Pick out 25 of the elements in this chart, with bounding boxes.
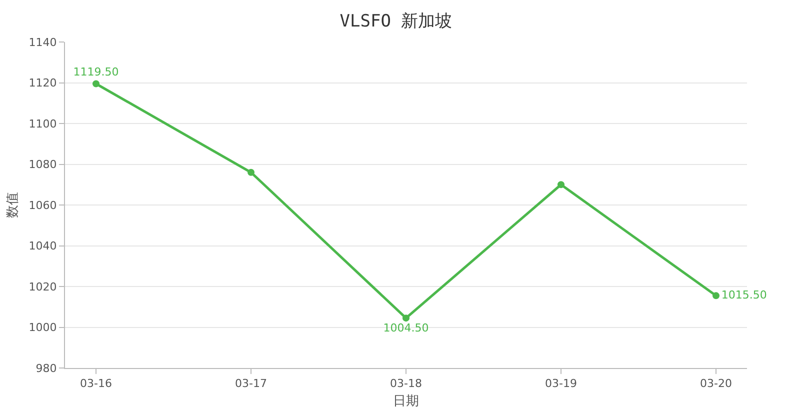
x-tick-label: 03-19 [545,377,577,390]
y-tick-label: 1080 [28,158,57,172]
chart-title: VLSFO 新加坡 [340,12,452,32]
data-label: 1119.50 [73,66,119,79]
y-tick-label: 1020 [28,280,57,294]
point [558,181,564,188]
point [712,292,720,300]
y-tick-label: 1040 [28,240,57,253]
y-tick-label: 1140 [28,36,57,49]
y-tick-label: 1000 [28,321,57,334]
y-tick-label: 1060 [28,198,57,212]
point [92,80,100,88]
y-tick-label: 980 [36,362,57,375]
y-axis-title: 数值 [6,192,21,218]
x-tick-label: 03-18 [390,377,422,390]
x-tick-label: 03-20 [700,377,732,390]
x-axis-title: 日期 [393,394,419,409]
x-tick-label: 03-17 [235,377,267,390]
point [248,168,254,176]
data-label: 1015.50 [721,288,767,302]
y-tick-label: 1100 [28,117,57,130]
point [402,314,410,322]
data-label: 1004.50 [383,322,429,335]
y-tick-label: 1120 [28,76,57,90]
x-tick-label: 03-16 [80,377,112,390]
